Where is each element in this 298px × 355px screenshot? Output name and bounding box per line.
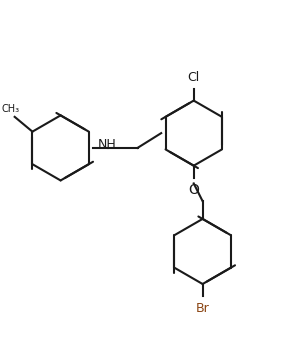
Text: O: O — [188, 184, 199, 197]
Text: NH: NH — [97, 138, 116, 152]
Text: CH₃: CH₃ — [1, 104, 19, 114]
Text: Br: Br — [196, 302, 209, 315]
Text: Cl: Cl — [188, 71, 200, 84]
